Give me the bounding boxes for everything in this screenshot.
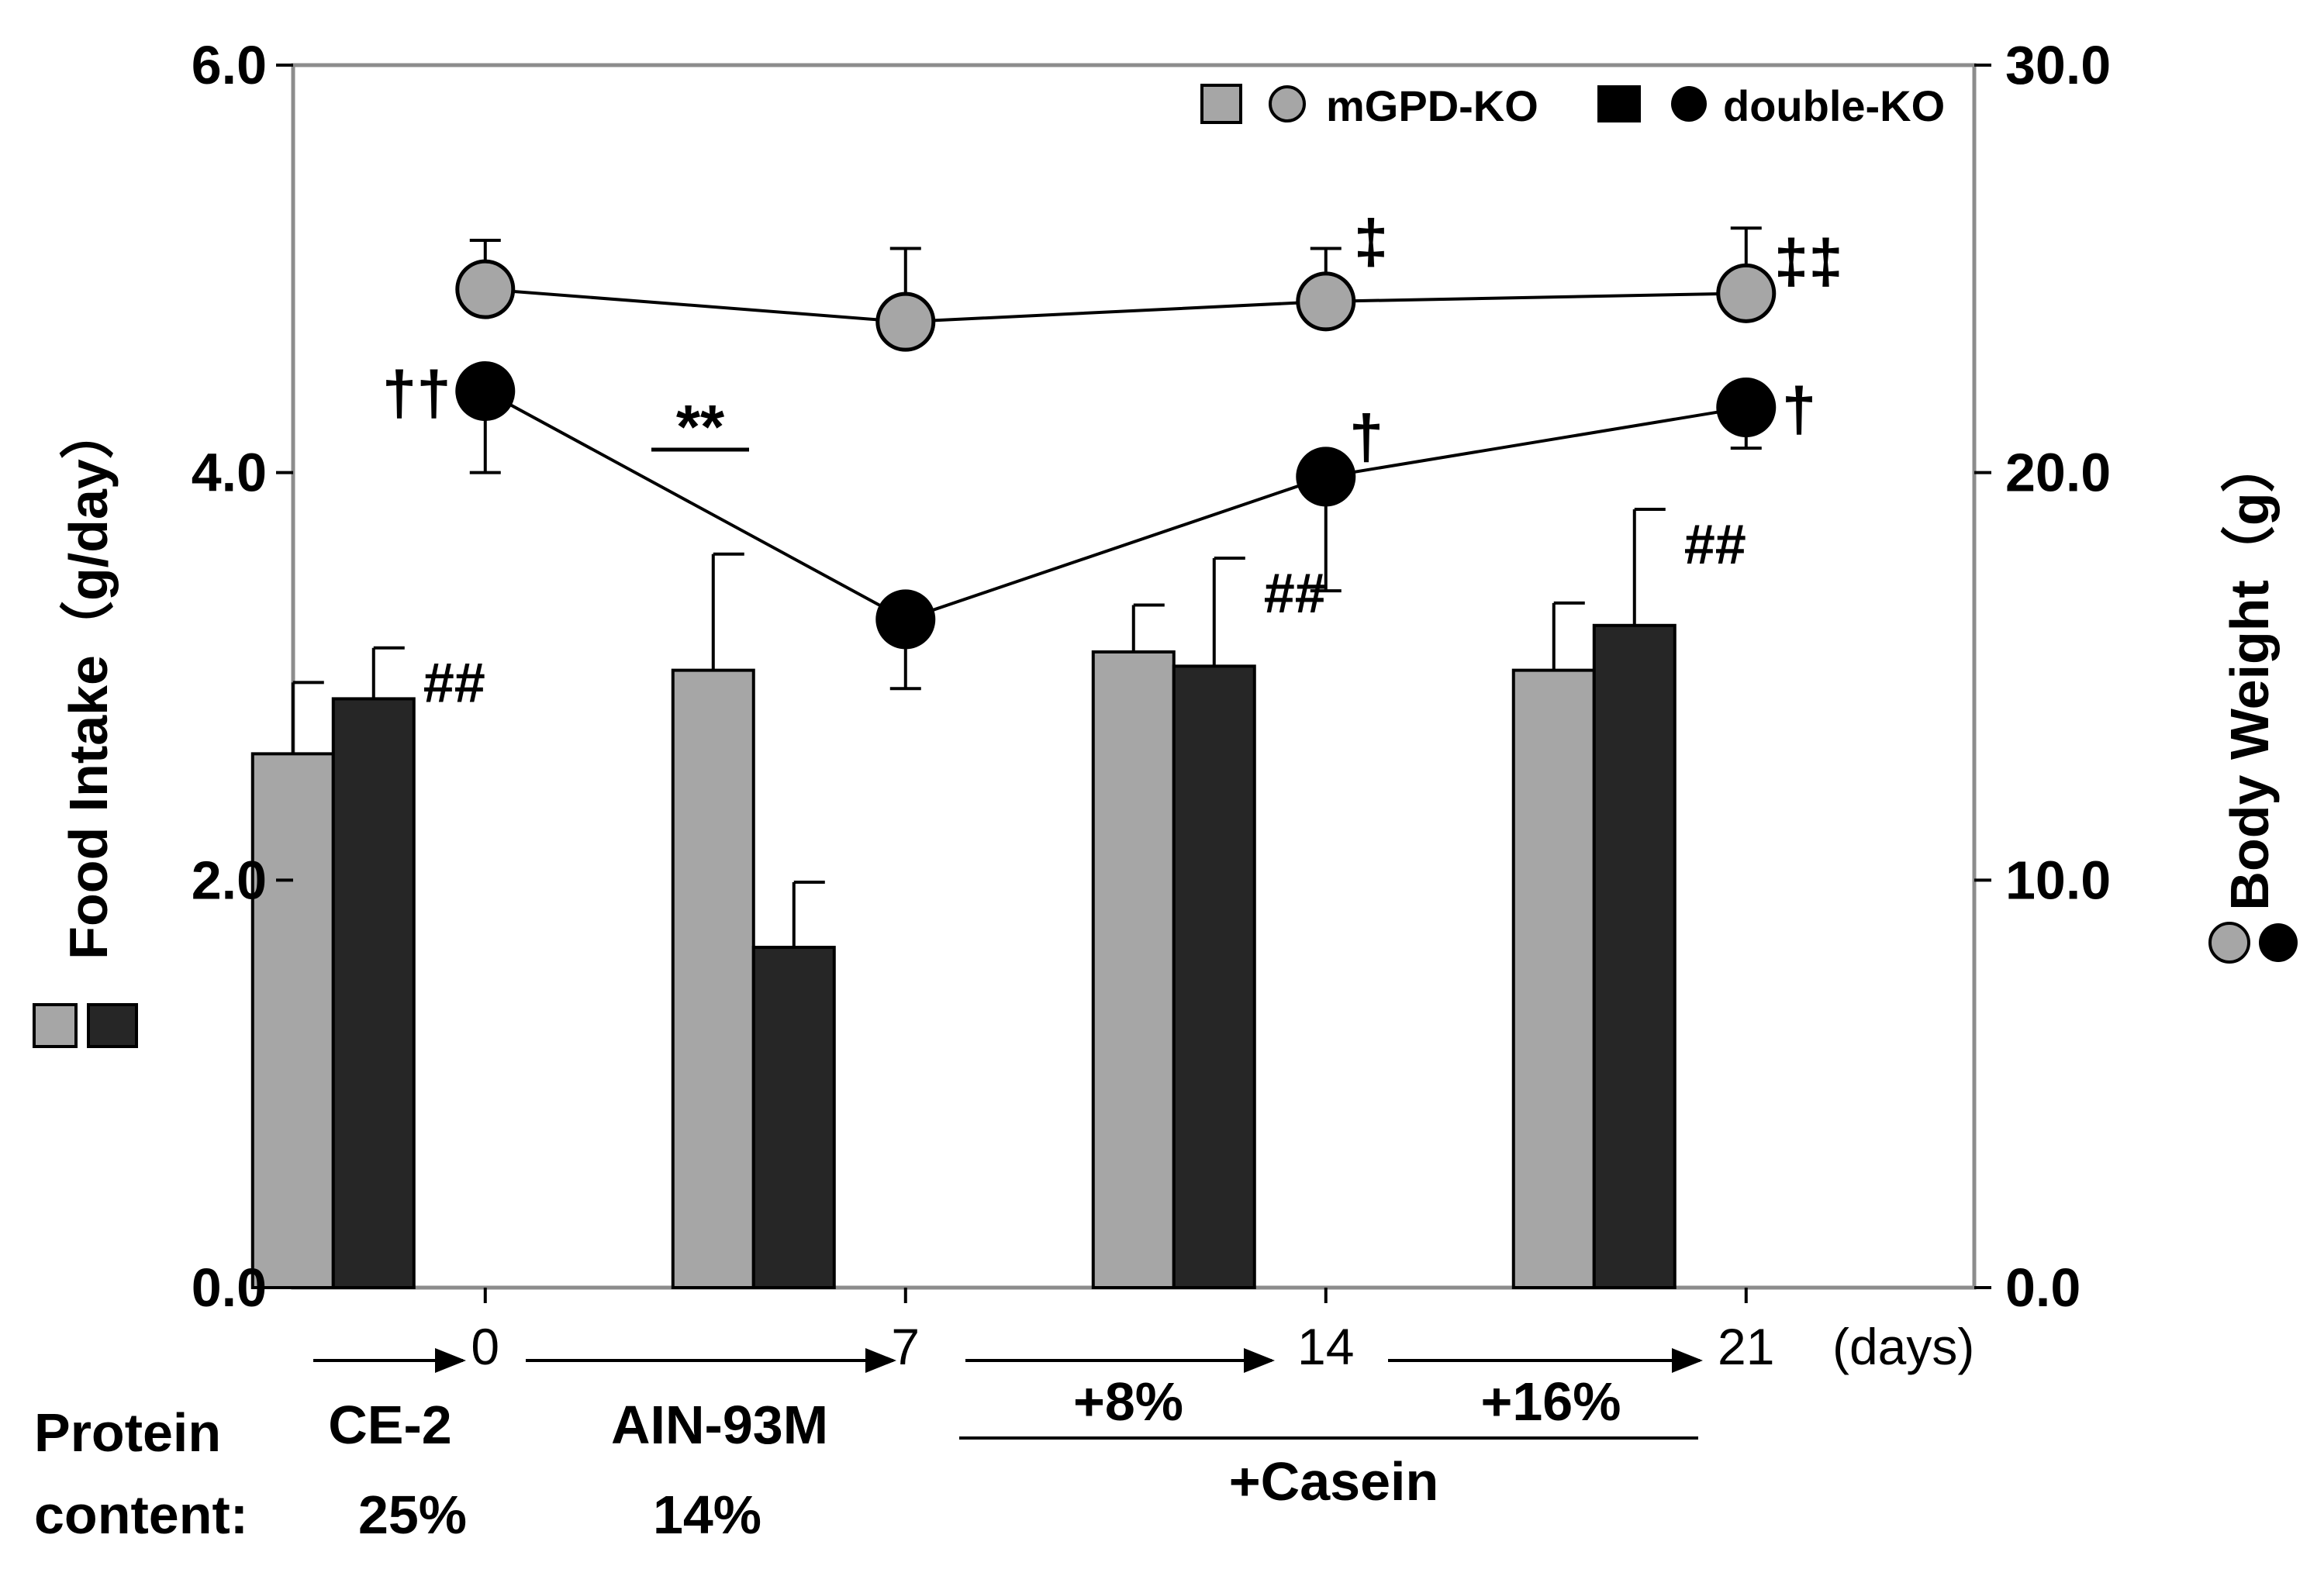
right-axis-tick-label: 20.0 (2005, 443, 2111, 503)
left-axis-swatch-mgpd (33, 1003, 78, 1048)
legend-double-dot-swatch (1671, 86, 1707, 122)
point-significance-annotation: ‡‡ (1774, 226, 1843, 295)
right-axis-tick-label: 0.0 (2005, 1257, 2081, 1318)
x-axis-tick-label: 0 (471, 1318, 499, 1375)
bars-layer: ## ## ## (250, 507, 1746, 1290)
point-mGPD-KO (455, 259, 516, 319)
legend-mgpd-label: mGPD-KO (1326, 81, 1538, 130)
left-axis-tick-label: 6.0 (192, 35, 267, 95)
point-double-KO (875, 589, 936, 650)
legend-mgpd-dot-swatch (1269, 85, 1306, 122)
content-row-label: content: (34, 1485, 248, 1545)
left-axis-tick-label: 2.0 (192, 850, 267, 910)
point-double-KO (1716, 378, 1777, 438)
diet-ce2-name: CE-2 (328, 1395, 451, 1455)
bar-double-KO (751, 946, 836, 1290)
x-axis-tick-label: 21 (1718, 1318, 1774, 1375)
point-double-KO (1296, 447, 1356, 507)
right-axis-tick-label: 30.0 (2005, 35, 2111, 95)
x-axis-tick-label: 14 (1297, 1318, 1354, 1375)
bar-mGPD-KO (671, 668, 755, 1289)
axes-layer: 0.0 2.0 4.0 6.0 0.0 10.0 20.0 30.0 0 7 14 21 (192, 35, 2112, 1375)
bar-mGPD-KO (250, 752, 335, 1289)
bar-double-KO (1172, 664, 1256, 1289)
line-mGPD-KO (485, 288, 1746, 324)
protein-row-label: Protein (34, 1402, 221, 1463)
legend: mGPD-KO double-KO (1200, 81, 1945, 130)
right-axis-tick-label: 10.0 (2005, 850, 2111, 910)
x-axis-tick-label: 7 (891, 1318, 920, 1375)
bar-significance-annotation: ## (1684, 514, 1746, 576)
bar-significance-annotation: ## (423, 653, 485, 715)
diet-ain93m-protein: 14% (653, 1485, 761, 1545)
line-double-KO (484, 389, 1747, 622)
point-significance-annotation: † (1349, 402, 1384, 471)
diet-plus16: +16% (1481, 1371, 1621, 1432)
right-axis-swatch-double (2259, 923, 2298, 962)
right-axis-swatch-mgpd (2208, 922, 2250, 964)
x-axis-unit: (days) (1832, 1318, 1974, 1375)
bar-mGPD-KO (1511, 668, 1596, 1289)
point-mGPD-KO (875, 291, 936, 352)
bar-mGPD-KO (1091, 650, 1176, 1289)
diet-casein: +Casein (1229, 1451, 1438, 1512)
point-significance-annotation: ‡ (1354, 207, 1389, 276)
right-axis-label: Body Weight（g） (2219, 438, 2280, 910)
point-significance-annotation: †† (382, 359, 451, 428)
left-axis-label: Food Intake（g/day） (58, 405, 119, 960)
diet-ain93m-name: AIN-93M (611, 1395, 828, 1455)
legend-mgpd-bar-swatch (1200, 84, 1242, 124)
left-axis-tick-label: 0.0 (192, 1257, 267, 1318)
point-mGPD-KO (1716, 263, 1777, 323)
lines-layer: ‡ ‡‡††† † (382, 207, 1843, 691)
diet-panel: Protein content: CE-2 25% AIN-93M 14% +8… (34, 1371, 1621, 1545)
diet-ce2-protein: 25% (358, 1485, 467, 1545)
legend-double-bar-swatch (1597, 85, 1641, 122)
left-axis-swatch-double (87, 1003, 138, 1048)
point-double-KO (455, 361, 516, 422)
left-axis-tick-label: 4.0 (192, 443, 267, 503)
diet-plus8: +8% (1073, 1371, 1183, 1432)
bar-double-KO (331, 697, 416, 1289)
point-mGPD-KO (1296, 271, 1356, 332)
point-significance-annotation: † (1782, 375, 1817, 444)
legend-double-label: double-KO (1723, 81, 1945, 130)
bar-significance-annotation: ## (1264, 563, 1326, 625)
bar-double-KO (1592, 623, 1677, 1289)
